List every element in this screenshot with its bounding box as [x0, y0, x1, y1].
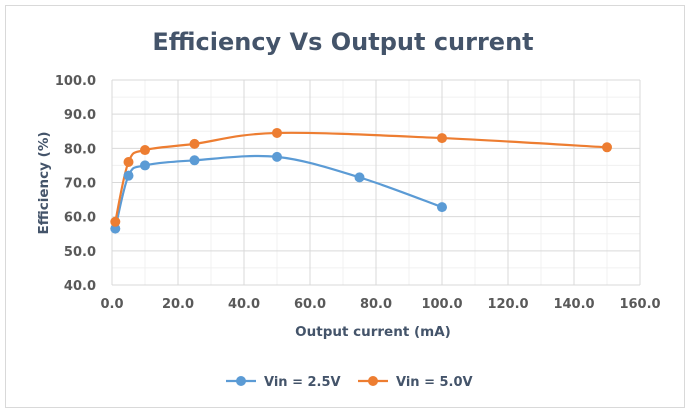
- chart-title: Efficiency Vs Output current: [152, 28, 533, 56]
- data-point: [140, 160, 150, 171]
- y-tick-label: 40.0: [64, 279, 96, 294]
- data-point: [123, 157, 134, 167]
- x-tick-label: 160.0: [619, 297, 660, 312]
- legend-marker: [368, 376, 378, 386]
- x-axis-title: Output current (mA): [295, 324, 451, 340]
- x-tick-label: 20.0: [162, 297, 194, 312]
- data-point: [110, 216, 121, 227]
- data-point: [189, 155, 200, 166]
- y-tick-label: 70.0: [64, 177, 96, 192]
- x-tick-label: 0.0: [100, 297, 123, 312]
- series-points: [110, 127, 612, 234]
- data-point: [110, 223, 121, 234]
- x-tick-label: 60.0: [294, 297, 326, 312]
- legend-label: Vin = 5.0V: [396, 375, 473, 390]
- y-axis-title: Efficiency (%): [36, 131, 52, 234]
- y-tick-label: 80.0: [64, 142, 96, 157]
- tick-labels: 0.0 20.0 40.0 60.0 80.0 100.0 120.0 140.0 160.0 4…: [55, 74, 661, 312]
- y-tick-label: 60.0: [64, 211, 96, 226]
- data-point: [437, 202, 447, 213]
- data-point: [437, 133, 447, 144]
- data-point: [189, 138, 200, 149]
- x-tick-label: 100.0: [421, 297, 462, 312]
- data-point: [140, 145, 150, 156]
- data-point: [123, 170, 134, 181]
- y-tick-label: 50.0: [64, 245, 96, 260]
- x-tick-label: 80.0: [360, 297, 392, 312]
- data-point: [602, 142, 612, 153]
- data-point: [272, 127, 282, 138]
- x-tick-label: 40.0: [228, 297, 260, 312]
- data-point: [354, 172, 365, 183]
- x-tick-label: 140.0: [553, 297, 594, 312]
- x-tick-label: 120.0: [487, 297, 528, 312]
- legend: Vin = 2.5V Vin = 5.0V: [226, 375, 473, 390]
- legend-label: Vin = 2.5V: [264, 375, 341, 390]
- series-line-0: [114, 154, 443, 229]
- data-point: [272, 151, 282, 162]
- legend-marker: [236, 376, 246, 386]
- y-tick-label: 100.0: [55, 74, 96, 89]
- y-tick-label: 90.0: [64, 108, 96, 123]
